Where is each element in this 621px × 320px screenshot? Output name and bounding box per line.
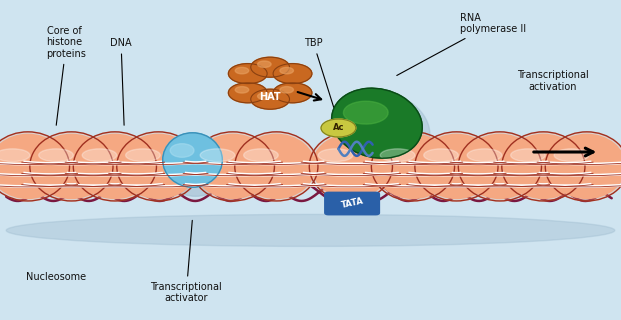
Ellipse shape bbox=[343, 101, 388, 124]
Ellipse shape bbox=[273, 83, 312, 103]
Ellipse shape bbox=[502, 132, 585, 201]
Ellipse shape bbox=[238, 134, 315, 198]
Ellipse shape bbox=[6, 214, 615, 246]
Ellipse shape bbox=[424, 149, 458, 162]
Ellipse shape bbox=[318, 149, 353, 162]
Ellipse shape bbox=[76, 134, 153, 198]
Ellipse shape bbox=[330, 91, 430, 168]
Ellipse shape bbox=[229, 83, 267, 103]
Ellipse shape bbox=[380, 149, 415, 162]
Ellipse shape bbox=[191, 132, 274, 201]
Ellipse shape bbox=[258, 61, 271, 68]
Ellipse shape bbox=[170, 144, 194, 157]
Ellipse shape bbox=[82, 149, 117, 162]
Ellipse shape bbox=[39, 149, 73, 162]
Ellipse shape bbox=[163, 133, 222, 187]
Ellipse shape bbox=[458, 132, 542, 201]
Ellipse shape bbox=[30, 132, 113, 201]
Ellipse shape bbox=[0, 149, 30, 162]
Ellipse shape bbox=[229, 64, 267, 84]
Text: TATA: TATA bbox=[340, 196, 365, 210]
Ellipse shape bbox=[467, 149, 502, 162]
Ellipse shape bbox=[309, 132, 392, 201]
Ellipse shape bbox=[415, 132, 498, 201]
FancyBboxPatch shape bbox=[325, 192, 379, 215]
Ellipse shape bbox=[280, 86, 294, 93]
Ellipse shape bbox=[0, 132, 70, 201]
Ellipse shape bbox=[332, 88, 422, 158]
Ellipse shape bbox=[73, 132, 156, 201]
Ellipse shape bbox=[251, 89, 289, 109]
Ellipse shape bbox=[33, 134, 110, 198]
Ellipse shape bbox=[554, 149, 589, 162]
Ellipse shape bbox=[120, 134, 197, 198]
Ellipse shape bbox=[163, 136, 229, 196]
Text: Core of
histone
proteins: Core of histone proteins bbox=[47, 26, 86, 125]
Ellipse shape bbox=[0, 134, 66, 198]
Text: Ac: Ac bbox=[333, 124, 344, 132]
Ellipse shape bbox=[312, 134, 389, 198]
Ellipse shape bbox=[505, 134, 582, 198]
Ellipse shape bbox=[374, 134, 451, 198]
Ellipse shape bbox=[510, 149, 545, 162]
Text: Nucleosome: Nucleosome bbox=[26, 272, 86, 282]
Ellipse shape bbox=[117, 132, 200, 201]
Text: TBP: TBP bbox=[304, 38, 337, 116]
Ellipse shape bbox=[545, 132, 621, 201]
Ellipse shape bbox=[235, 132, 318, 201]
Ellipse shape bbox=[125, 149, 160, 162]
Text: HAT: HAT bbox=[260, 92, 281, 102]
Ellipse shape bbox=[243, 149, 278, 162]
Ellipse shape bbox=[418, 134, 495, 198]
Ellipse shape bbox=[235, 67, 249, 74]
Circle shape bbox=[321, 119, 356, 137]
Ellipse shape bbox=[548, 134, 621, 198]
Text: Transcriptional
activator: Transcriptional activator bbox=[150, 220, 222, 303]
Ellipse shape bbox=[461, 134, 538, 198]
Ellipse shape bbox=[235, 86, 249, 93]
Text: DNA: DNA bbox=[111, 38, 132, 125]
Text: Transcriptional
activation: Transcriptional activation bbox=[517, 70, 589, 92]
Text: RNA
polymerase II: RNA polymerase II bbox=[397, 13, 525, 76]
Ellipse shape bbox=[280, 67, 294, 74]
Ellipse shape bbox=[200, 149, 235, 162]
Ellipse shape bbox=[251, 57, 289, 77]
Ellipse shape bbox=[273, 64, 312, 84]
Ellipse shape bbox=[194, 134, 271, 198]
Ellipse shape bbox=[258, 93, 271, 100]
Ellipse shape bbox=[371, 132, 455, 201]
